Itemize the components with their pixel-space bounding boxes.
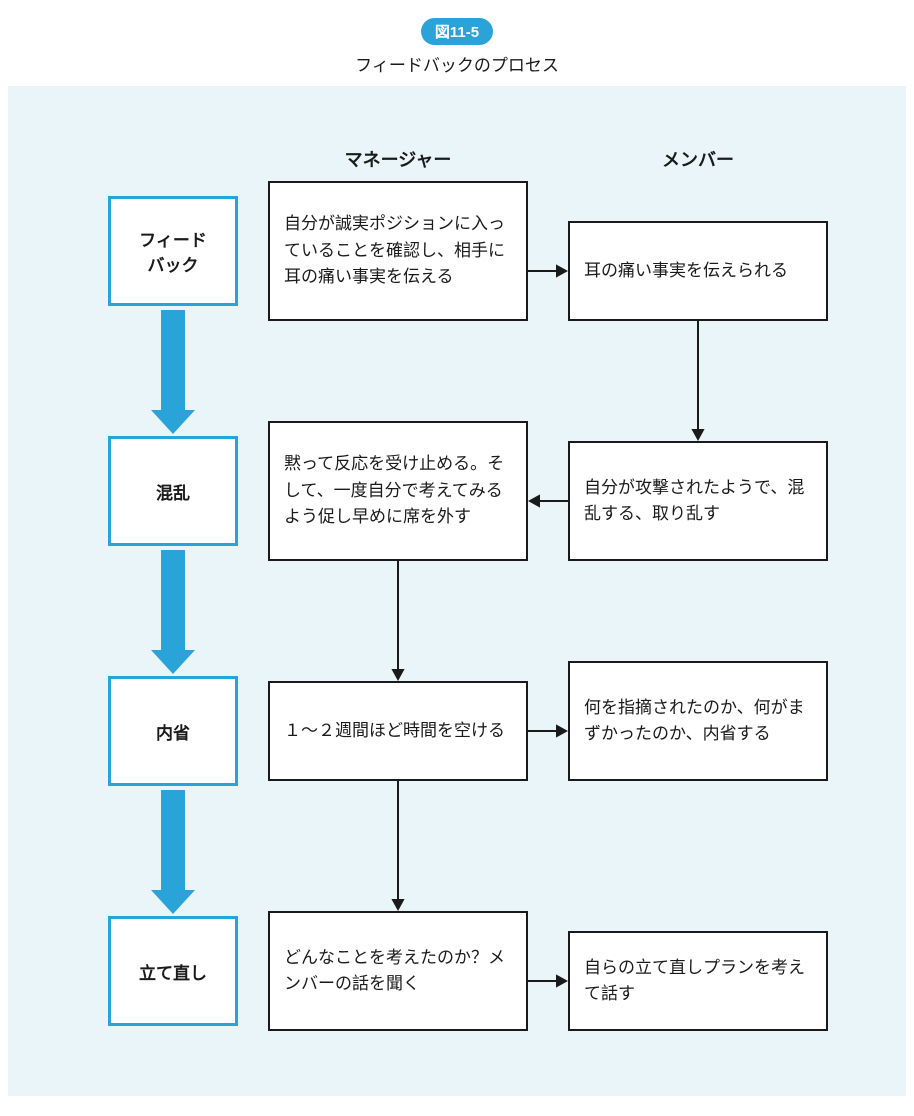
edge-0	[528, 264, 568, 277]
figure-subtitle: フィードバックのプロセス	[0, 51, 914, 76]
stage-arrow-1	[151, 550, 195, 674]
manager-cell-0: 自分が誠実ポジションに入っていることを確認し、相手に耳の痛い事実を伝える	[268, 181, 528, 321]
edge-5	[391, 781, 404, 911]
figure-header: 図11-5 フィードバックのプロセス	[0, 0, 914, 86]
member-cell-0: 耳の痛い事実を伝えられる	[568, 221, 828, 321]
edge-6	[528, 974, 568, 987]
member-cell-1: 自分が攻撃されたようで、混乱する、取り乱す	[568, 441, 828, 561]
figure-badge: 図11-5	[421, 18, 493, 45]
manager-cell-2: １〜２週間ほど時間を空ける	[268, 681, 528, 781]
stage-box-3: 立て直し	[108, 916, 238, 1026]
manager-cell-1: 黙って反応を受け止める。そして、一度自分で考えてみるよう促し早めに席を外す	[268, 421, 528, 561]
stage-box-1: 混乱	[108, 436, 238, 546]
stage-arrow-2	[151, 790, 195, 914]
column-header-member: メンバー	[568, 146, 828, 172]
edge-3	[391, 561, 404, 681]
stage-box-0: フィード バック	[108, 196, 238, 306]
member-cell-3: 自らの立て直しプランを考えて話す	[568, 931, 828, 1031]
column-header-manager: マネージャー	[268, 146, 528, 172]
stage-arrow-0	[151, 310, 195, 434]
edge-2	[528, 494, 568, 507]
edge-1	[691, 321, 704, 441]
edge-4	[528, 724, 568, 737]
flowchart-canvas: マネージャー メンバーフィード バック混乱内省立て直し 自分が誠実ポジションに入って…	[8, 86, 906, 1096]
manager-cell-3: どんなことを考えたのか？メンバーの話を聞く	[268, 911, 528, 1031]
member-cell-2: 何を指摘されたのか、何がまずかったのか、内省する	[568, 661, 828, 781]
stage-box-2: 内省	[108, 676, 238, 786]
